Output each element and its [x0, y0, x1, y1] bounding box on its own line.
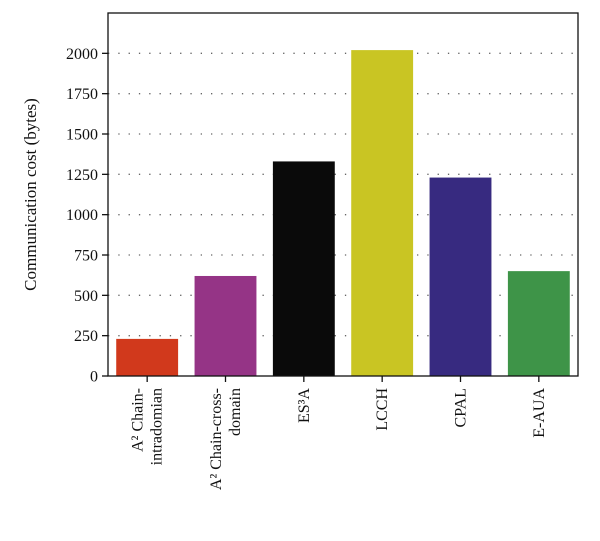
x-category-label: intradomian [149, 388, 166, 465]
x-category-label: domain [227, 388, 244, 436]
x-axis: A² Chain-intradomian A² Chain-cross-domai… [130, 376, 548, 490]
x-category-label: ES³A [296, 388, 313, 423]
x-category-label: E-AUA [531, 388, 548, 438]
x-category-label: A² Chain- [130, 388, 147, 452]
y-tick-label: 500 [74, 288, 98, 305]
bar [116, 338, 179, 376]
y-tick-label: 0 [90, 369, 98, 386]
bar [351, 50, 414, 377]
y-tick-label: 2000 [66, 46, 98, 63]
bar [194, 275, 257, 376]
bar [507, 271, 570, 376]
bar [272, 161, 335, 376]
plot-frame [107, 12, 579, 377]
x-category-label: A² Chain-cross- [208, 388, 225, 490]
y-tick-label: 1250 [66, 167, 98, 184]
y-axis-title: Communication cost (bytes) [21, 98, 40, 291]
bars [116, 50, 570, 377]
y-tick-label: 1500 [66, 127, 98, 144]
bar [429, 177, 492, 376]
x-category-label: CPAL [453, 388, 470, 427]
y-axis: 0 250 500 750 1000 1250 1500 1750 2000 [66, 46, 108, 386]
y-tick-label: 1750 [66, 86, 98, 103]
x-category-label: LCCH [374, 388, 391, 431]
y-tick-label: 250 [74, 328, 98, 345]
y-tick-label: 1000 [66, 207, 98, 224]
y-tick-label: 750 [74, 248, 98, 265]
grid-lines [108, 52, 578, 337]
